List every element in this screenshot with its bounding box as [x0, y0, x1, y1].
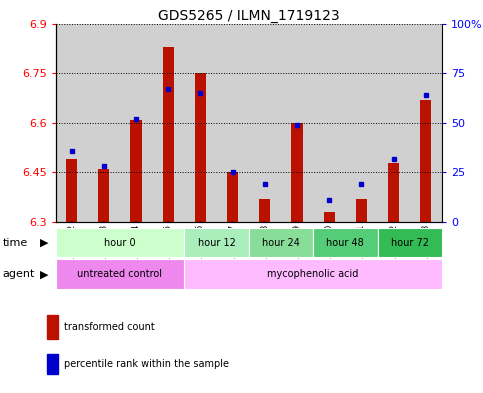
- Bar: [98, 169, 110, 222]
- Bar: [120, 24, 152, 222]
- Bar: [56, 259, 185, 289]
- Bar: [185, 228, 249, 257]
- Bar: [281, 24, 313, 222]
- Bar: [47, 315, 58, 339]
- Text: transformed count: transformed count: [64, 322, 155, 332]
- Bar: [195, 73, 206, 222]
- Bar: [378, 228, 442, 257]
- Text: time: time: [2, 238, 28, 248]
- Bar: [420, 100, 431, 222]
- Text: hour 48: hour 48: [327, 238, 364, 248]
- Bar: [259, 199, 270, 222]
- Text: ▶: ▶: [40, 238, 48, 248]
- Text: hour 72: hour 72: [391, 238, 429, 248]
- Bar: [56, 228, 185, 257]
- Text: mycophenolic acid: mycophenolic acid: [268, 269, 359, 279]
- Bar: [163, 47, 174, 222]
- Text: hour 0: hour 0: [104, 238, 136, 248]
- Text: hour 12: hour 12: [198, 238, 236, 248]
- Bar: [249, 24, 281, 222]
- Bar: [130, 119, 142, 222]
- Bar: [66, 159, 77, 222]
- Bar: [185, 24, 216, 222]
- Text: agent: agent: [2, 269, 35, 279]
- Bar: [56, 24, 88, 222]
- Title: GDS5265 / ILMN_1719123: GDS5265 / ILMN_1719123: [158, 9, 340, 22]
- Bar: [356, 199, 367, 222]
- Bar: [378, 24, 410, 222]
- Bar: [88, 24, 120, 222]
- Bar: [216, 24, 249, 222]
- Bar: [313, 228, 378, 257]
- Bar: [152, 24, 185, 222]
- Bar: [388, 163, 399, 222]
- Text: ▶: ▶: [40, 269, 48, 279]
- Bar: [185, 259, 442, 289]
- Bar: [410, 24, 442, 222]
- Bar: [345, 24, 378, 222]
- Bar: [324, 212, 335, 222]
- Text: percentile rank within the sample: percentile rank within the sample: [64, 359, 229, 369]
- Text: untreated control: untreated control: [77, 269, 162, 279]
- Bar: [47, 354, 58, 373]
- Bar: [227, 173, 238, 222]
- Bar: [249, 228, 313, 257]
- Bar: [313, 24, 345, 222]
- Bar: [291, 123, 303, 222]
- Text: hour 24: hour 24: [262, 238, 300, 248]
